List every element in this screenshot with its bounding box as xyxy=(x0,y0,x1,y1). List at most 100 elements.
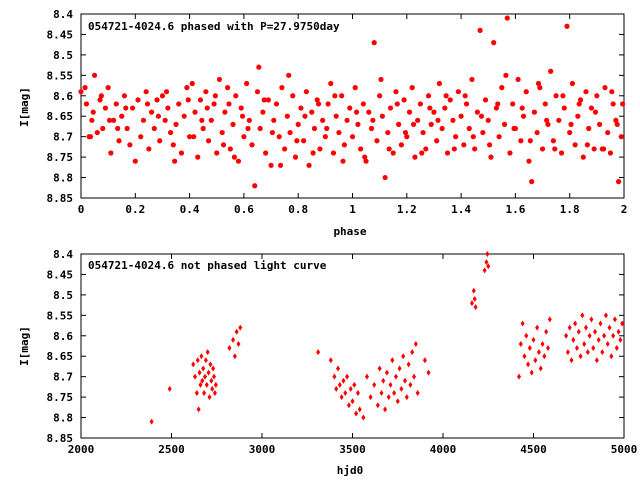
unphased-data-point xyxy=(612,316,617,323)
phased-data-point xyxy=(515,76,521,83)
phased-data-point xyxy=(607,150,614,156)
phased-data-point xyxy=(601,146,607,152)
phased-data-point xyxy=(470,134,476,140)
phased-data-point xyxy=(419,150,425,156)
phased-data-point xyxy=(374,138,380,144)
unphased-data-point xyxy=(206,369,211,376)
phased-data-point xyxy=(436,80,442,87)
phased-data-point xyxy=(447,97,453,103)
unphased-x-tick-label: 3500 xyxy=(339,443,366,456)
unphased-data-point xyxy=(472,295,477,302)
phased-data-point xyxy=(159,93,166,99)
unphased-data-point xyxy=(210,385,215,392)
phased-data-point xyxy=(339,93,345,99)
unphased-data-point xyxy=(616,328,621,335)
phased-data-point xyxy=(197,97,204,103)
phased-data-point xyxy=(390,150,396,156)
phased-data-point xyxy=(167,129,174,136)
phased-data-point xyxy=(510,101,516,107)
phased-data-point xyxy=(146,146,152,152)
phased-data-point xyxy=(485,117,491,123)
phased-data-point xyxy=(78,89,84,95)
phased-data-point xyxy=(306,162,312,168)
phased-data-point xyxy=(368,125,375,132)
unphased-data-point xyxy=(529,369,534,376)
unphased-data-point xyxy=(574,345,579,352)
phased-data-point xyxy=(567,129,573,136)
phased-data-point xyxy=(495,101,501,107)
phased-data-point xyxy=(401,97,407,103)
phased-data-point xyxy=(366,109,372,115)
phased-data-point xyxy=(462,93,468,99)
unphased-data-point xyxy=(535,324,540,331)
unphased-data-point xyxy=(355,390,360,397)
phased-data-point xyxy=(310,150,316,156)
phased-y-tick-label: 8.55 xyxy=(47,69,74,82)
phased-data-point xyxy=(556,117,562,123)
phased-data-point xyxy=(298,105,304,111)
phased-data-point xyxy=(214,150,220,156)
phased-data-point xyxy=(352,85,358,91)
phased-data-point xyxy=(394,101,400,107)
unphased-y-tick-label: 8.75 xyxy=(47,391,74,404)
phased-data-point xyxy=(568,121,574,127)
unphased-y-tick-label: 8.5 xyxy=(53,289,73,302)
phased-data-point xyxy=(273,101,280,107)
phased-data-point xyxy=(349,134,356,140)
unphased-data-point xyxy=(547,316,552,323)
unphased-data-point xyxy=(348,385,353,392)
phased-data-point xyxy=(584,142,590,148)
phased-data-point xyxy=(340,158,346,164)
phased-data-point xyxy=(417,101,423,107)
unphased-data-point xyxy=(372,381,377,388)
phased-data-point xyxy=(594,93,600,99)
phased-data-point xyxy=(129,105,136,111)
unphased-data-point xyxy=(583,324,588,331)
unphased-data-point xyxy=(406,361,411,368)
unphased-data-point xyxy=(231,336,236,343)
phased-data-point xyxy=(231,154,237,160)
unphased-data-point xyxy=(209,377,214,384)
phased-data-point xyxy=(396,121,402,127)
unphased-data-point xyxy=(596,336,601,343)
phased-data-point xyxy=(333,113,339,119)
unphased-data-point xyxy=(234,328,239,335)
unphased-data-point xyxy=(413,340,418,347)
unphased-data-point xyxy=(533,357,538,364)
unphased-data-point xyxy=(390,357,395,364)
phased-y-tick-label: 8.4 xyxy=(53,8,73,21)
unphased-data-point xyxy=(486,263,491,270)
unphased-data-point xyxy=(236,340,241,347)
phased-data-point xyxy=(320,117,326,123)
phased-data-point xyxy=(461,142,467,148)
phased-data-point xyxy=(592,109,599,115)
phased-y-axis-label: I[mag] xyxy=(18,87,31,127)
phased-data-point xyxy=(493,105,499,111)
unphased-data-point xyxy=(415,390,420,397)
unphased-data-point xyxy=(167,385,172,392)
unphased-data-point xyxy=(589,316,594,323)
phased-data-point xyxy=(507,150,513,156)
unphased-data-point xyxy=(316,349,321,356)
phased-data-point xyxy=(244,80,250,87)
phased-data-point xyxy=(355,121,361,127)
unphased-data-point xyxy=(531,336,536,343)
phased-data-point xyxy=(317,146,323,152)
phased-data-point xyxy=(544,117,550,123)
phased-data-point xyxy=(282,146,288,152)
unphased-data-point xyxy=(357,406,362,413)
unphased-data-point xyxy=(580,312,585,319)
phased-data-point xyxy=(185,97,191,103)
unphased-data-point xyxy=(208,361,213,368)
unphased-data-point xyxy=(582,340,587,347)
phased-data-point xyxy=(106,117,113,123)
unphased-data-point xyxy=(392,390,397,397)
phased-y-tick-label: 8.8 xyxy=(53,172,73,185)
phased-data-point xyxy=(287,129,293,136)
unphased-data-point xyxy=(469,300,474,307)
phased-data-point xyxy=(519,105,525,111)
unphased-data-point xyxy=(422,357,427,364)
phased-data-point xyxy=(609,89,615,95)
phased-x-tick-label: 1.2 xyxy=(397,203,417,216)
phased-data-point xyxy=(276,134,282,140)
